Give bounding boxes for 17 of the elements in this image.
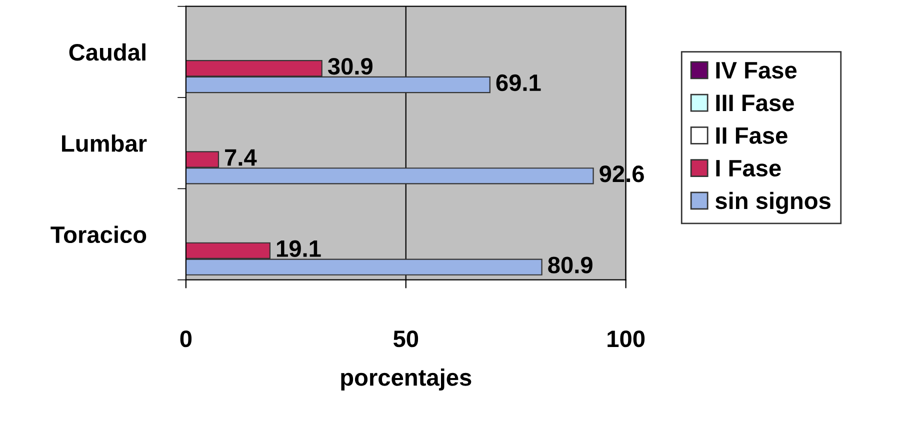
data-label: 69.1	[496, 74, 541, 92]
data-label: 19.1	[276, 240, 321, 258]
data-label: 30.9	[328, 58, 372, 75]
legend-label: sin signos	[716, 192, 830, 214]
x-tick-label: 50	[393, 330, 418, 348]
y-tick-label: Toracico	[50, 226, 146, 244]
legend-label: IV Fase	[716, 62, 797, 79]
x-axis-title: porcentajes	[341, 368, 472, 391]
legend-label: III Fase	[716, 94, 794, 112]
legend-label: II Fase	[716, 127, 788, 144]
data-label: 80.9	[548, 256, 592, 274]
data-label: 7.4	[225, 149, 257, 166]
x-tick-label: 100	[608, 330, 645, 348]
y-tick-label: Caudal	[69, 43, 146, 61]
x-tick-label: 0	[180, 330, 192, 348]
legend-label: I Fase	[716, 160, 781, 177]
y-tick-label: Lumbar	[62, 134, 147, 152]
